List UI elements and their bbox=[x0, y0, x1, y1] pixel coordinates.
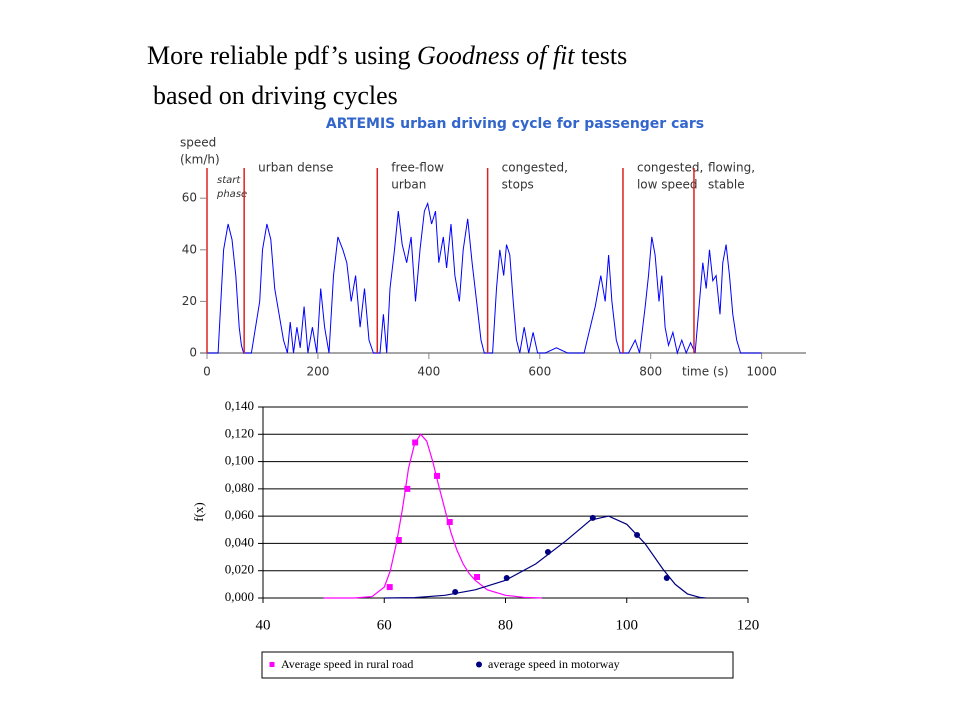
x-tick-label: 60 bbox=[377, 617, 392, 633]
y-tick-label: 0 bbox=[189, 346, 197, 360]
marker bbox=[544, 549, 551, 556]
marker bbox=[503, 574, 510, 581]
marker bbox=[395, 537, 402, 544]
x-tick-label: 1000 bbox=[746, 365, 777, 379]
phase-label: free-flow bbox=[391, 161, 444, 175]
marker bbox=[404, 485, 411, 492]
title-text: tests bbox=[575, 41, 628, 70]
phase-label: flowing, bbox=[708, 161, 755, 175]
legend-label: average speed in motorway bbox=[488, 657, 620, 671]
phase-label: stops bbox=[502, 178, 534, 192]
marker bbox=[452, 588, 459, 595]
phase-label: urban bbox=[391, 178, 426, 192]
marker bbox=[634, 531, 641, 538]
driving-cycle-chart: ARTEMIS urban driving cycle for passenge… bbox=[180, 116, 806, 379]
marker bbox=[433, 472, 440, 479]
x-tick-label: 100 bbox=[616, 617, 639, 633]
y-tick-label: 0,000 bbox=[225, 589, 254, 604]
x-tick-label: 80 bbox=[498, 617, 513, 633]
y-tick-label: 0,040 bbox=[225, 534, 254, 549]
legend-swatch bbox=[269, 662, 275, 667]
phase-label: phase bbox=[216, 189, 247, 200]
marker bbox=[412, 439, 419, 446]
fit-curve bbox=[323, 433, 542, 599]
marker bbox=[386, 584, 393, 591]
y-axis-label: (km/h) bbox=[180, 153, 220, 167]
x-tick-label: 40 bbox=[256, 617, 271, 633]
chart-title: ARTEMIS urban driving cycle for passenge… bbox=[326, 116, 704, 132]
phase-label: stable bbox=[708, 178, 745, 192]
title-italic: Goodness of fit bbox=[417, 41, 575, 70]
y-tick-label: 0,100 bbox=[225, 453, 254, 468]
title-text: More reliable pdf’s using bbox=[147, 41, 417, 70]
x-tick-label: 120 bbox=[737, 617, 760, 633]
x-tick-label: 600 bbox=[528, 365, 551, 379]
phase-label: congested, bbox=[637, 161, 703, 175]
phase-label: start bbox=[217, 175, 241, 186]
x-axis-label: time (s) bbox=[682, 365, 729, 379]
y-axis-label: f(x) bbox=[191, 502, 206, 522]
marker bbox=[474, 573, 481, 580]
phase-label: urban dense bbox=[258, 161, 333, 175]
y-tick-label: 0,020 bbox=[225, 562, 254, 577]
x-tick-label: 800 bbox=[639, 365, 662, 379]
fit-curve bbox=[384, 515, 706, 599]
y-tick-label: 0,080 bbox=[225, 480, 254, 495]
slide-subtitle: based on driving cycles bbox=[153, 81, 398, 110]
x-tick-label: 400 bbox=[417, 365, 440, 379]
phase-label: low speed bbox=[637, 178, 698, 192]
marker bbox=[663, 574, 670, 581]
x-tick-label: 200 bbox=[306, 365, 329, 379]
pdf-chart: 0,000 0,020 0,040 0,060 0,080 0,100 0,120 0,140… bbox=[191, 398, 760, 679]
y-tick-label: 20 bbox=[182, 294, 197, 308]
y-axis-label: speed bbox=[180, 136, 216, 150]
x-tick-label: 0 bbox=[203, 365, 211, 379]
legend-box bbox=[261, 651, 734, 679]
y-tick-label: 60 bbox=[182, 191, 197, 205]
slide-title: More reliable pdf’s using Goodness of fi… bbox=[147, 41, 627, 70]
y-tick-label: 40 bbox=[182, 242, 197, 256]
y-tick-label: 0,140 bbox=[225, 398, 254, 413]
y-tick-label: 0,060 bbox=[225, 507, 254, 522]
speed-line bbox=[207, 201, 762, 355]
marker bbox=[446, 519, 453, 526]
legend-swatch bbox=[476, 661, 482, 668]
y-tick-label: 0,120 bbox=[225, 425, 254, 440]
legend-label: Average speed in rural road bbox=[281, 657, 413, 671]
phase-label: congested, bbox=[502, 161, 568, 175]
marker bbox=[589, 514, 596, 521]
